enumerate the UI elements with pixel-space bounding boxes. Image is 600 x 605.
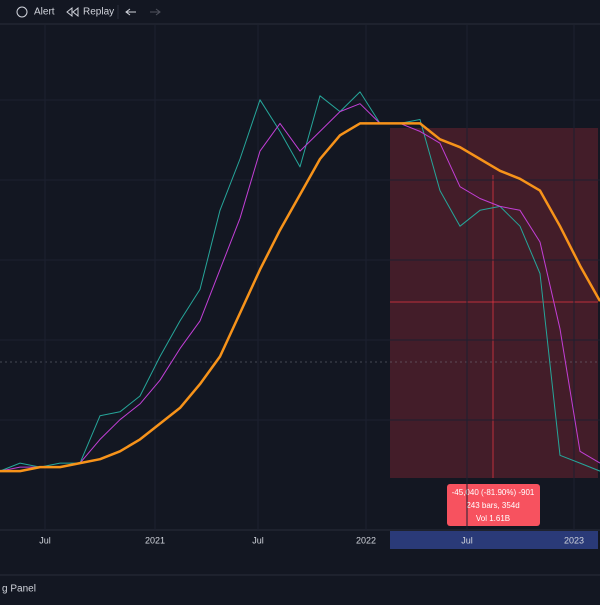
time-range-highlight: [390, 531, 598, 549]
x-tick-label: Jul: [39, 535, 51, 545]
trading-panel-tab[interactable]: g Panel: [2, 584, 36, 595]
replay-icon[interactable]: [66, 6, 79, 18]
measure-change: -45,040 (-81.90%) -901: [452, 488, 535, 497]
alert-button[interactable]: Alert: [34, 7, 55, 18]
x-tick-label: Jul: [461, 535, 473, 545]
undo-button[interactable]: [125, 8, 136, 16]
plot: [0, 91, 600, 473]
bottom-panel: [0, 575, 600, 600]
replay-button[interactable]: Replay: [83, 7, 114, 18]
x-tick-label: 2021: [145, 535, 165, 545]
toolbar: [0, 0, 600, 24]
x-tick-label: Jul: [252, 535, 264, 545]
redo-button[interactable]: [150, 8, 161, 16]
measure-label-box: [447, 484, 540, 526]
measure-bars: 243 bars, 354d: [466, 501, 519, 510]
alert-icon[interactable]: [16, 6, 28, 18]
measure-volume: Vol 1.61B: [476, 514, 510, 523]
x-tick-label: 2022: [356, 535, 376, 545]
time-axis: Jul 2021 Jul 2022 Jul 2023: [0, 25, 600, 545]
series-line: [0, 122, 600, 473]
series-line: [0, 103, 600, 472]
x-tick-label: 2023: [564, 535, 584, 545]
